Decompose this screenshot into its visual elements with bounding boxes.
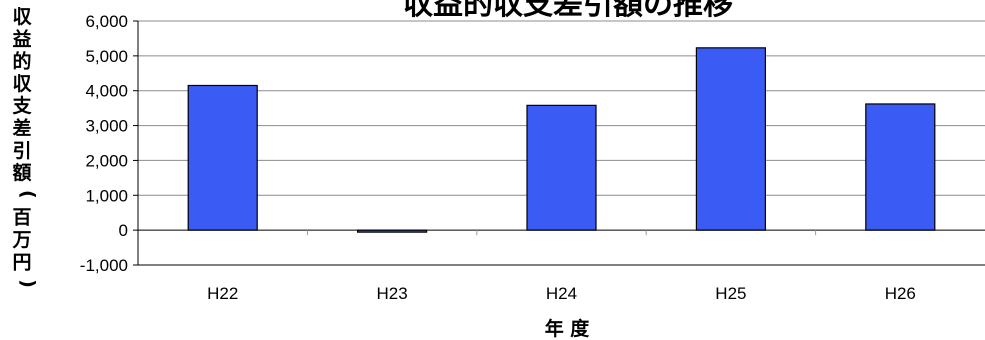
y-axis-label-char: 益 <box>12 27 31 50</box>
y-tick-label: -1,000 <box>80 256 128 275</box>
y-tick-label: 3,000 <box>85 117 128 136</box>
y-tick-label: 0 <box>119 221 128 240</box>
x-tick-label: H26 <box>885 284 916 303</box>
bar <box>187 84 258 231</box>
x-tick-labels: H22 H23 H24 H25 H26 <box>207 284 916 303</box>
y-tick-label: 6,000 <box>85 12 128 31</box>
x-tick-label: H24 <box>546 284 577 303</box>
y-tick-label: 5,000 <box>85 47 128 66</box>
y-axis-label-char: 引 <box>12 140 31 162</box>
x-tick-label: H23 <box>377 284 408 303</box>
y-axis-label-char: 額 <box>12 161 31 184</box>
y-axis-label-char: 的 <box>12 50 31 73</box>
y-axis-label-char: 収 <box>12 73 32 95</box>
x-axis-label: 年 度 <box>545 317 591 340</box>
chart-title: 収益的収支差引額の推移 <box>403 0 733 22</box>
y-axis-label-char: ) <box>17 279 39 288</box>
y-axis-label-char: 差 <box>12 117 31 140</box>
bars <box>187 47 936 233</box>
bar <box>695 47 767 231</box>
y-axis-label-char: ( <box>17 190 39 199</box>
x-tick-label: H25 <box>715 284 746 303</box>
y-axis-label-char: 支 <box>11 95 32 117</box>
y-axis-label-char: 円 <box>12 251 31 273</box>
x-tick-label: H22 <box>207 284 238 303</box>
y-axis-label-char: 百 <box>12 207 31 229</box>
y-axis-label-char: 万 <box>11 229 31 251</box>
y-tick-label: 1,000 <box>85 186 128 205</box>
bar <box>865 103 936 231</box>
y-axis-label-char: 収 <box>12 6 32 28</box>
bar <box>526 104 597 231</box>
y-tick-label: 4,000 <box>85 82 128 101</box>
y-tick-label: 2,000 <box>85 151 128 170</box>
y-axis-label: 収益的収支差引額(百万円) <box>11 6 39 288</box>
y-tick-labels: -1,000 0 1,000 2,000 3,000 4,000 5,000 6,000 <box>80 12 128 275</box>
axes <box>133 20 985 266</box>
